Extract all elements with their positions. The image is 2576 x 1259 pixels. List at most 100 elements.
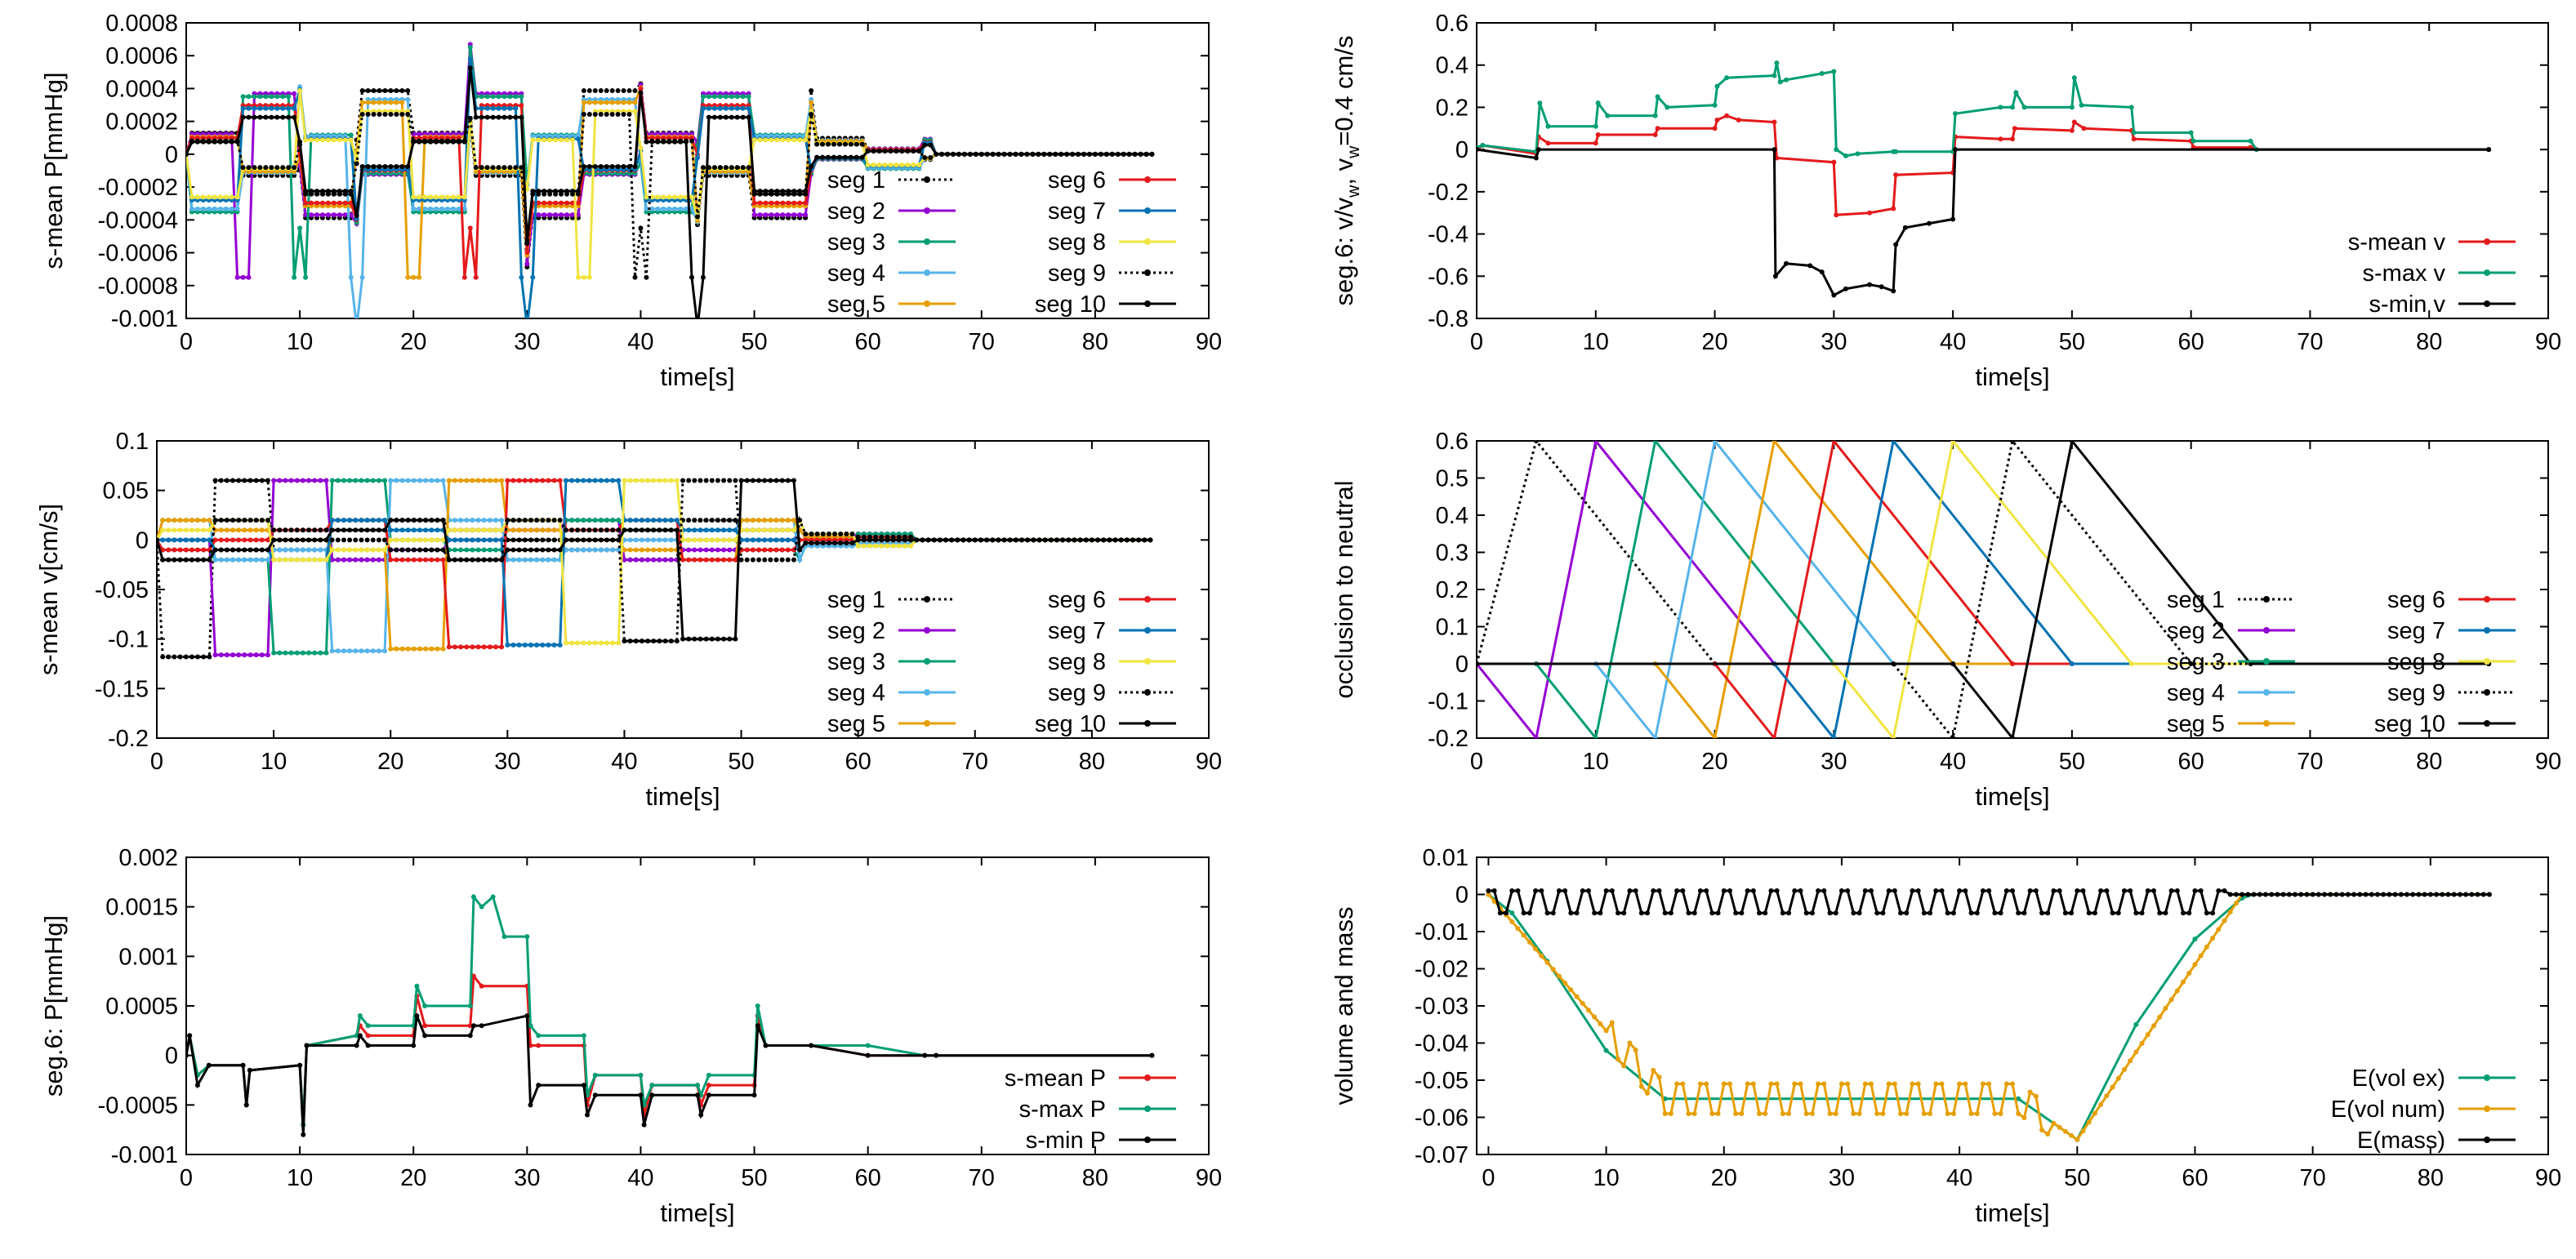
data-point (585, 1112, 591, 1118)
data-point (697, 478, 703, 483)
data-point (353, 648, 359, 654)
data-point (479, 904, 484, 910)
data-point (507, 94, 513, 100)
data-point (207, 537, 212, 543)
y-tick-label: -0.05 (1415, 1068, 1468, 1094)
data-point (697, 557, 703, 563)
data-point (709, 636, 715, 642)
x-tick-label: 70 (2297, 329, 2323, 355)
data-point (234, 274, 240, 280)
data-point (253, 527, 259, 533)
data-point (1827, 1110, 1833, 1116)
x-tick-label: 20 (400, 1165, 426, 1191)
data-point (791, 537, 796, 543)
y-tick-label: 0.6 (1436, 429, 1468, 455)
data-point (259, 557, 265, 563)
data-point (314, 200, 319, 206)
data-point (2145, 888, 2150, 893)
data-point (318, 547, 323, 553)
x-axis-label: time[s] (1975, 782, 2049, 811)
data-point (882, 162, 888, 168)
data-point (1902, 225, 1908, 230)
legend-label: s-min v (2369, 291, 2446, 318)
data-point (365, 1023, 371, 1029)
data-point (627, 547, 633, 553)
data-point (516, 547, 522, 553)
data-point (1112, 537, 1118, 543)
data-point (1736, 117, 1741, 122)
data-point (1598, 1021, 1603, 1026)
data-point (581, 537, 586, 543)
data-point (172, 557, 177, 563)
data-point (1550, 910, 1556, 916)
data-point (873, 537, 879, 543)
legend-marker (924, 658, 930, 665)
data-point (2174, 988, 2180, 994)
data-point (2168, 888, 2174, 893)
data-point (513, 105, 519, 111)
data-point (662, 638, 668, 644)
data-point (329, 648, 335, 654)
data-point (1680, 1081, 1686, 1087)
data-point (223, 206, 229, 211)
data-point (510, 547, 516, 553)
legend-label: s-min P (1026, 1128, 1106, 1154)
data-point (651, 518, 657, 523)
data-point (365, 1033, 371, 1039)
data-point (2086, 910, 2092, 916)
data-point (1060, 537, 1066, 543)
data-point (300, 537, 305, 543)
data-point (522, 527, 528, 533)
data-point (528, 537, 533, 543)
data-point (888, 162, 894, 168)
data-point (394, 547, 399, 553)
data-point (1910, 1081, 1915, 1087)
data-point (475, 644, 481, 650)
data-point (604, 537, 609, 543)
data-point (1007, 537, 1013, 543)
data-point (297, 1062, 303, 1068)
data-point (452, 557, 457, 563)
data-point (1142, 537, 1148, 543)
data-point (592, 640, 598, 646)
data-point (405, 547, 411, 553)
data-point (746, 165, 751, 171)
data-point (377, 163, 382, 169)
x-tick-label: 40 (1940, 749, 1966, 775)
data-point (882, 149, 888, 154)
legend-marker (1144, 269, 1151, 276)
data-point (1963, 888, 1968, 893)
data-point (294, 650, 300, 656)
data-point (422, 1003, 428, 1008)
data-point (458, 537, 464, 543)
data-point (481, 527, 487, 533)
data-point (651, 557, 657, 563)
data-point (347, 557, 353, 563)
data-point (695, 1092, 700, 1098)
data-point (2128, 1058, 2133, 1064)
data-point (2075, 888, 2080, 893)
data-point (553, 200, 559, 206)
data-point (1750, 888, 1756, 893)
data-point (217, 139, 223, 145)
data-point (493, 518, 499, 523)
data-point (967, 151, 973, 157)
legend-marker (2484, 720, 2490, 727)
data-point (1656, 1074, 1662, 1080)
data-point (1580, 1000, 1585, 1006)
data-point (763, 200, 769, 206)
data-point (166, 547, 172, 553)
series-line-seg-3 (186, 47, 1152, 278)
y-tick-label: -0.001 (111, 1142, 178, 1168)
data-point (1544, 910, 1550, 916)
data-point (638, 86, 644, 91)
data-point (300, 478, 305, 483)
legend-marker (2484, 1074, 2490, 1081)
data-point (2227, 909, 2233, 914)
data-point (1704, 888, 1709, 893)
y-tick-label: 0 (165, 1043, 178, 1070)
data-point (2188, 661, 2194, 666)
data-point (300, 527, 305, 533)
data-point (1537, 100, 1543, 106)
data-point (411, 1043, 417, 1048)
